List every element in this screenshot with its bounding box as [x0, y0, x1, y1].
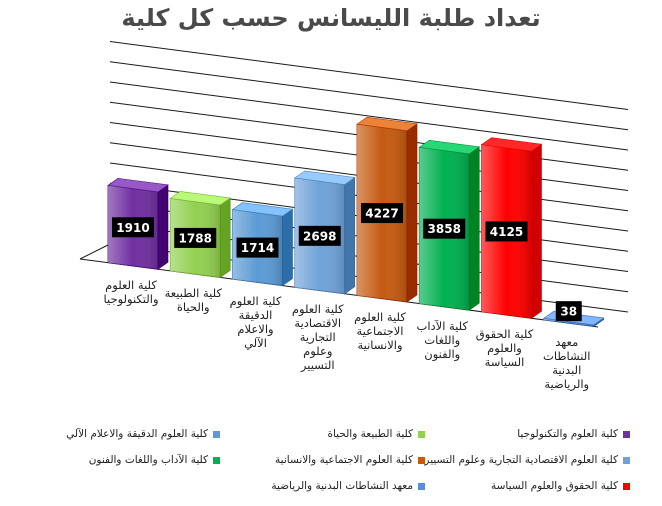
bar-side — [344, 176, 356, 295]
bar-side — [531, 143, 542, 319]
legend-label: كلية العلوم والتكنولوجيا — [517, 428, 618, 440]
bar-side — [157, 184, 169, 270]
category-label: كلية العلوم الاجتماعية والانسانية — [354, 310, 406, 353]
category-label: كلية العلوم الاقتصادية التجارية وعلوم ال… — [291, 302, 344, 373]
legend-swatch — [623, 482, 630, 490]
category-label: كلية العلوم والتكنولوجيا — [103, 277, 159, 306]
bar-top — [480, 137, 543, 152]
legend-label: كلية الحقوق والعلوم السياسة — [491, 480, 618, 492]
legend-label: كلية الطبيعة والحياة — [327, 428, 413, 440]
bar-top — [356, 116, 418, 132]
bar-chart: 1910 1788 1714 2698 4227 3858 4125 38 — [79, 41, 629, 328]
svg-text:4125: 4125 — [490, 225, 523, 239]
gridline — [109, 61, 629, 131]
svg-text:3858: 3858 — [428, 222, 461, 236]
data-label: 2698 — [298, 225, 341, 246]
data-label: 1910 — [112, 217, 154, 238]
gridline — [109, 41, 629, 110]
legend-swatch — [623, 456, 630, 464]
legend-item: كلية الطبيعة والحياة — [225, 428, 425, 440]
data-labels: 1910 1788 1714 2698 4227 3858 4125 38 — [112, 203, 582, 322]
data-label: 4125 — [485, 221, 528, 242]
data-label: 3858 — [423, 218, 466, 239]
legend-item: كلية الحقوق والعلوم السياسة — [430, 480, 630, 492]
legend-swatch — [213, 456, 220, 464]
bar-top — [169, 191, 232, 206]
svg-text:1714: 1714 — [241, 241, 274, 255]
category-label: معهد النشاطات البدنية والرياضية — [543, 334, 591, 391]
legend-swatch — [418, 456, 425, 464]
bar-side — [282, 208, 293, 287]
floor-edge — [79, 243, 111, 260]
legend-item: كلية الآداب واللغات والفنون — [20, 454, 220, 466]
category-label: كلية الآداب واللغات والفنون — [416, 318, 468, 361]
bar-side — [468, 146, 480, 311]
bar-side — [406, 123, 418, 303]
legend-swatch — [418, 482, 425, 490]
legend-label: كلية العلوم الدقيقة والاعلام الآلي — [66, 428, 208, 440]
category-label: كلية الحقوق والعلوم السياسة — [475, 326, 534, 369]
bar-side — [219, 197, 231, 278]
svg-text:4227: 4227 — [365, 207, 398, 221]
category-label: كلية الطبيعة والحياة — [164, 285, 222, 314]
data-label: 38 — [555, 301, 582, 322]
legend-swatch — [418, 430, 425, 438]
gridline — [109, 81, 629, 151]
legend-label: كلية الآداب واللغات والفنون — [88, 454, 208, 466]
legend-item: كلية العلوم الاقتصادية التجارية وعلوم ال… — [424, 454, 630, 466]
bar-top — [231, 202, 294, 217]
legend-item: كلية العلوم والتكنولوجيا — [430, 428, 630, 440]
svg-text:1788: 1788 — [179, 231, 212, 245]
svg-text:1910: 1910 — [116, 221, 149, 235]
category-label: كلية العلوم الدقيقة والاعلام الآلي — [229, 294, 282, 351]
bar-top — [293, 170, 356, 185]
svg-text:38: 38 — [560, 305, 577, 319]
legend-item: كلية العلوم الدقيقة والاعلام الآلي — [20, 428, 220, 440]
legend-swatch — [213, 430, 220, 438]
bar-top — [418, 139, 481, 155]
data-label: 1788 — [174, 227, 217, 248]
legend: كلية العلوم والتكنولوجيا كلية الطبيعة وال… — [0, 420, 662, 506]
legend-item: كلية العلوم الاجتماعية والانسانية — [225, 454, 425, 466]
svg-text:2698: 2698 — [303, 229, 336, 243]
legend-label: كلية العلوم الاقتصادية التجارية وعلوم ال… — [424, 454, 618, 466]
bar-top — [107, 178, 169, 193]
legend-item: معهد النشاطات البدنية والرياضية — [225, 480, 425, 492]
data-label: 1714 — [236, 237, 279, 258]
chart-title: تعداد طلبة الليسانس حسب كل كلية — [121, 4, 541, 32]
legend-label: كلية العلوم الاجتماعية والانسانية — [275, 454, 413, 466]
legend-label: معهد النشاطات البدنية والرياضية — [271, 480, 413, 492]
legend-swatch — [623, 430, 630, 438]
data-label: 4227 — [361, 203, 403, 224]
